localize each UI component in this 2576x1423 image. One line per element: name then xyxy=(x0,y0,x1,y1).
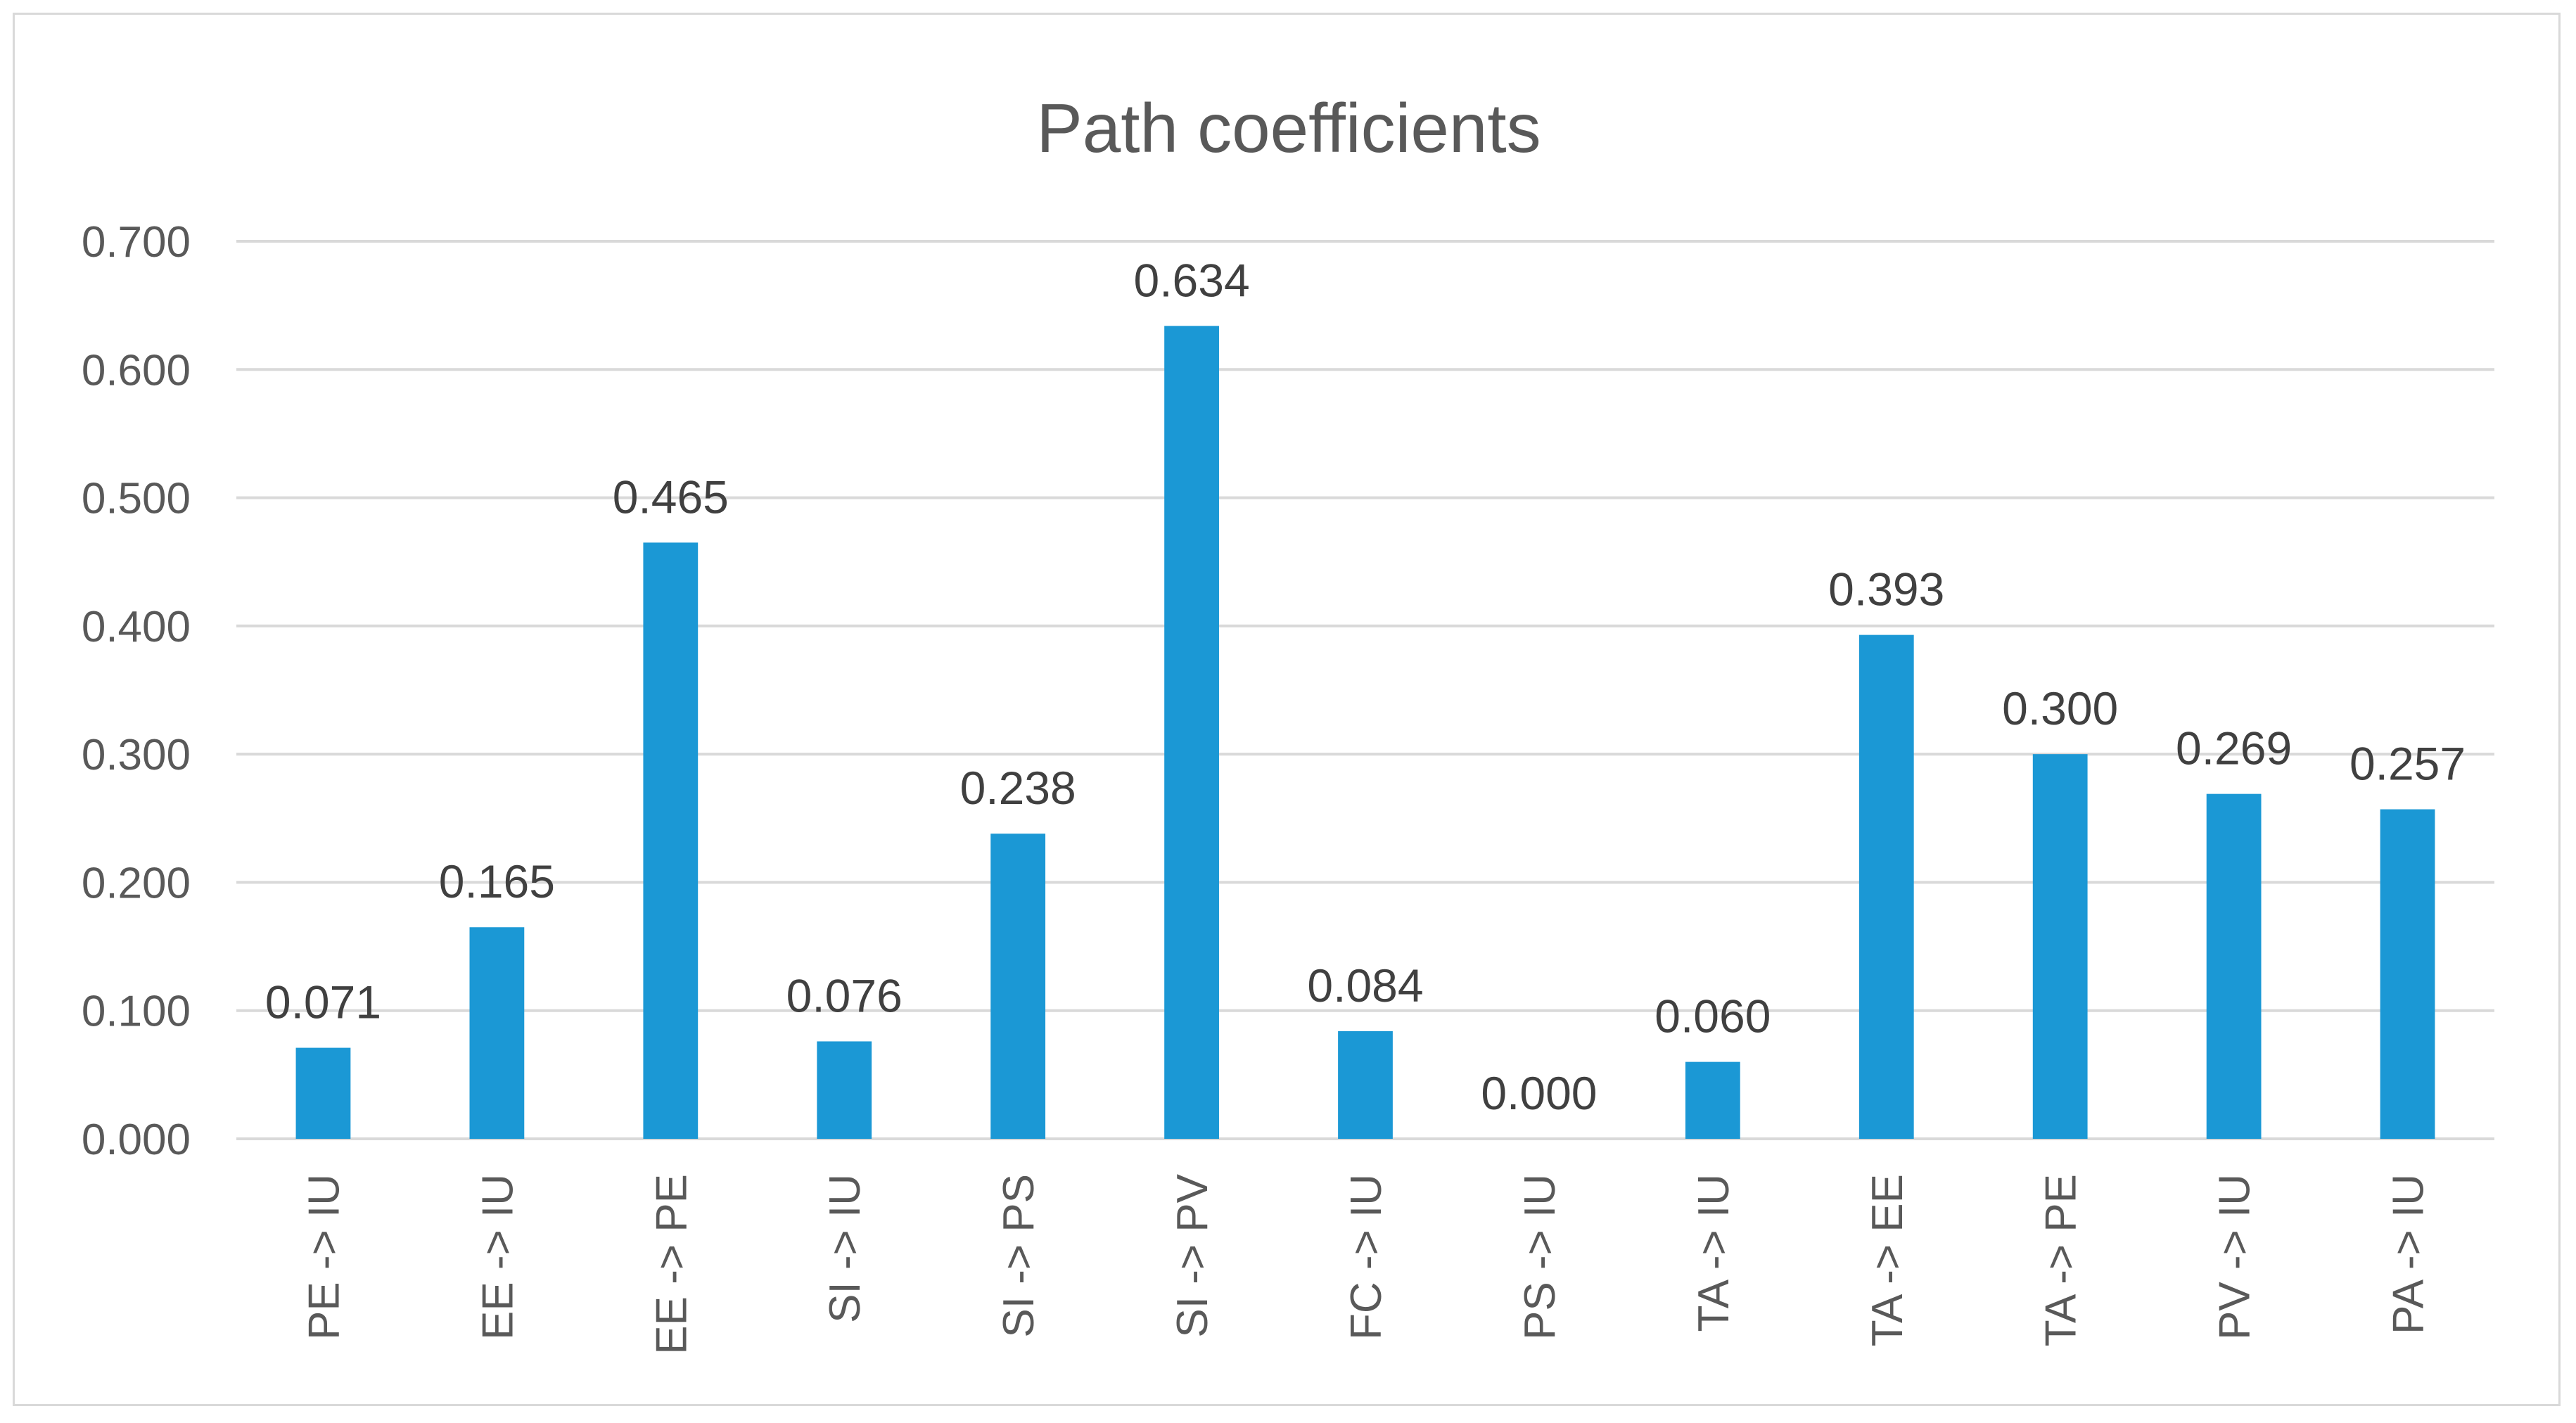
chart-title: Path coefficients xyxy=(1036,89,1541,167)
bars xyxy=(295,326,2435,1139)
x-tick-label: EE -> PE xyxy=(647,1174,696,1355)
y-tick-label: 0.400 xyxy=(82,603,191,651)
x-tick-label: PV -> IU xyxy=(2211,1174,2259,1340)
bar xyxy=(469,927,525,1139)
bar xyxy=(817,1041,872,1139)
data-label: 0.071 xyxy=(265,976,381,1028)
bar xyxy=(1164,326,1219,1139)
bar xyxy=(2032,754,2088,1139)
y-tick-label: 0.200 xyxy=(82,859,191,907)
x-tick-label: PE -> IU xyxy=(300,1174,348,1340)
data-label: 0.000 xyxy=(1481,1067,1597,1119)
data-label: 0.076 xyxy=(786,969,903,1021)
y-tick-label: 0.700 xyxy=(82,218,191,267)
data-label: 0.393 xyxy=(1828,563,1944,615)
data-label: 0.269 xyxy=(2176,722,2292,774)
bar xyxy=(1685,1061,1740,1139)
x-tick-label: PA -> IU xyxy=(2385,1174,2433,1334)
x-tick-label: EE -> IU xyxy=(473,1174,522,1340)
bar xyxy=(2380,809,2435,1139)
x-tick-label: TA -> IU xyxy=(1690,1174,1738,1332)
data-label: 0.238 xyxy=(960,762,1076,814)
y-tick-label: 0.300 xyxy=(82,731,191,779)
bar xyxy=(295,1047,351,1139)
x-tick-label: TA -> EE xyxy=(1863,1174,1912,1346)
bar-chart: Path coefficients 0.0000.1000.2000.3000.… xyxy=(82,89,2494,1355)
data-label: 0.465 xyxy=(613,471,729,523)
bar xyxy=(1338,1030,1393,1139)
data-label: 0.634 xyxy=(1133,254,1249,306)
x-tick-label: SI -> IU xyxy=(821,1174,869,1323)
data-label: 0.084 xyxy=(1307,959,1423,1012)
y-tick-label: 0.500 xyxy=(82,475,191,523)
bar xyxy=(1858,634,1914,1139)
data-labels: 0.071 0.165 0.465 0.076 0.238 0.634 0.084 0.000… xyxy=(265,254,2466,1119)
x-tick-label: TA -> PE xyxy=(2037,1174,2086,1346)
chart-frame: Path coefficients 0.000 0.100 0.200 0.300 0.… xyxy=(13,13,2561,1406)
y-tick-label: 0.600 xyxy=(82,346,191,395)
x-axis-ticks: PE -> IU EE -> IU EE -> PE SI -> IU SI -> PS… xyxy=(300,1173,2432,1354)
y-axis-ticks: 0.000 0.100 0.200 0.300 0.400 0.500 0.600 0.700 xyxy=(82,218,191,1164)
x-tick-label: SI -> PS xyxy=(995,1174,1043,1338)
data-label: 0.257 xyxy=(2349,738,2466,790)
y-tick-label: 0.000 xyxy=(82,1116,191,1164)
bar xyxy=(2206,793,2262,1139)
y-tick-label: 0.100 xyxy=(82,988,191,1036)
data-label: 0.300 xyxy=(2002,682,2118,734)
bar xyxy=(643,542,699,1139)
x-tick-label: PS -> IU xyxy=(1516,1174,1564,1340)
gridlines xyxy=(236,240,2494,1140)
x-tick-label: SI -> PV xyxy=(1168,1173,1217,1337)
data-label: 0.165 xyxy=(439,855,555,907)
data-label: 0.060 xyxy=(1654,990,1771,1042)
bar xyxy=(990,834,1046,1139)
x-tick-label: FC -> IU xyxy=(1342,1174,1391,1340)
